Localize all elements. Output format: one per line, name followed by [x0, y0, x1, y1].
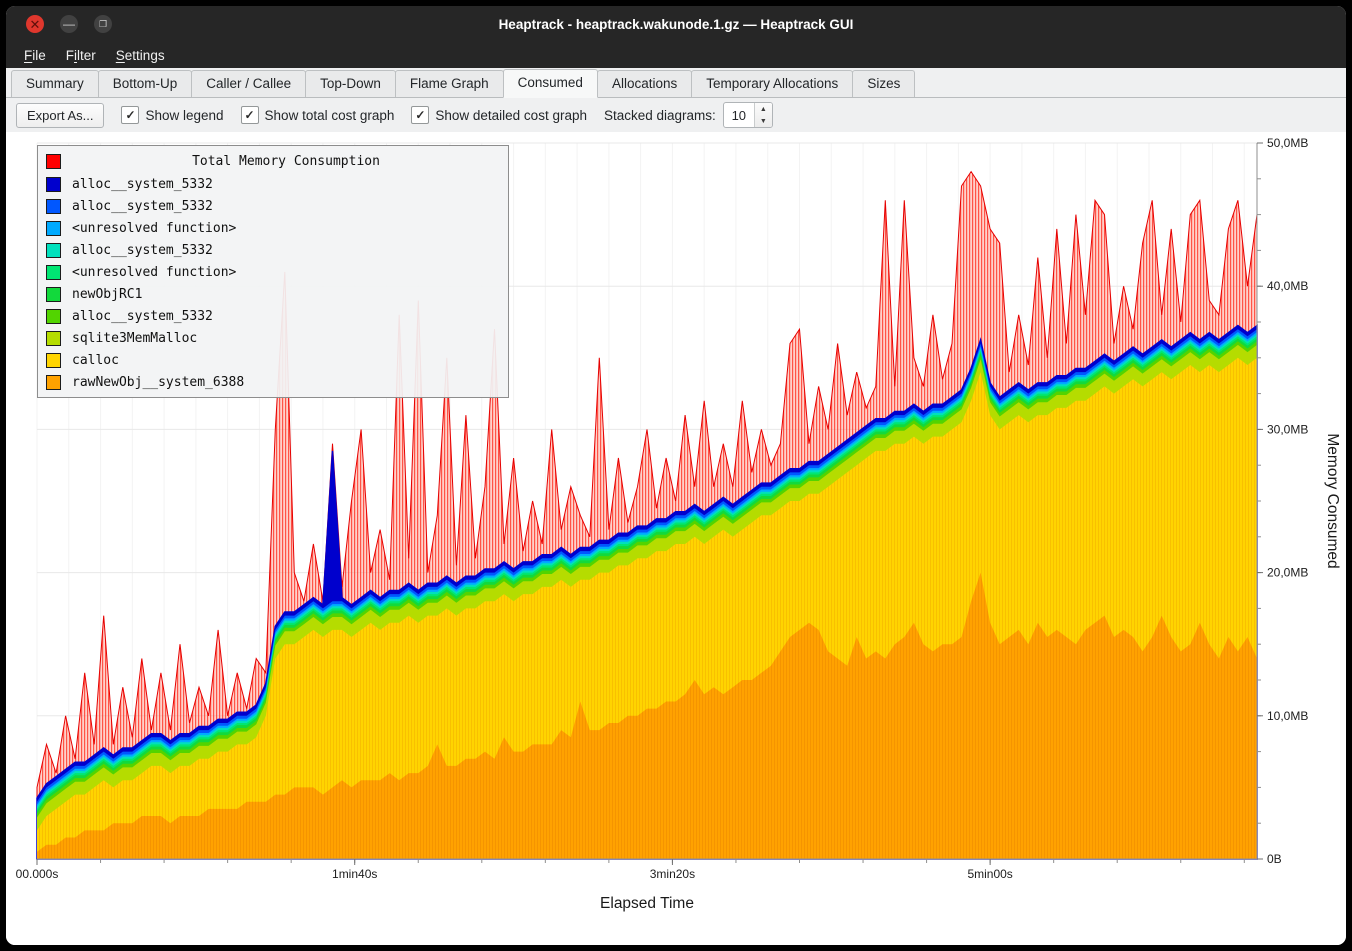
minimize-button[interactable]: —: [60, 15, 78, 33]
y-tick-label: 40,0MB: [1267, 279, 1308, 293]
show-legend-checkbox[interactable]: ✓ Show legend: [121, 106, 224, 124]
close-button[interactable]: ✕: [26, 15, 44, 33]
legend-item: alloc__system_5332: [38, 195, 508, 217]
y-tick-label: 10,0MB: [1267, 709, 1308, 723]
export-as-button[interactable]: Export As...: [16, 102, 105, 128]
series-rawnewobj: [37, 572, 1257, 859]
tab-summary[interactable]: Summary: [11, 70, 99, 97]
legend-swatch: [46, 220, 61, 236]
legend-item: alloc__system_5332: [38, 173, 508, 195]
legend-swatch: [46, 153, 61, 169]
legend-item: <unresolved function>: [38, 261, 508, 283]
legend-item: sqlite3MemMalloc: [38, 327, 508, 349]
legend-swatch: [46, 286, 61, 302]
legend-swatch: [46, 330, 61, 346]
checkmark-icon: ✓: [121, 106, 140, 124]
menu-filter[interactable]: Filter: [65, 47, 96, 63]
y-tick-label: 20,0MB: [1267, 566, 1308, 580]
y-tick-label: 30,0MB: [1267, 422, 1308, 436]
legend-item: rawNewObj__system_6388: [38, 371, 508, 393]
stacked-diagrams-spinbox[interactable]: 10 ▲ ▼: [722, 102, 773, 128]
legend-item: calloc: [38, 349, 508, 371]
stacked-diagrams-value: 10: [731, 107, 747, 123]
legend-label: alloc__system_5332: [72, 308, 213, 324]
spinner-buttons: ▲ ▼: [753, 103, 772, 127]
titlebar: ✕ — ❐ Heaptrack - heaptrack.wakunode.1.g…: [6, 6, 1346, 42]
tab-bottom-up[interactable]: Bottom-Up: [97, 70, 193, 97]
legend-label: <unresolved function>: [72, 220, 237, 236]
y-tick-label: 50,0MB: [1267, 136, 1308, 150]
x-tick-label: 3min20s: [650, 867, 695, 881]
y-axis-title: Memory Consumed: [1324, 433, 1341, 568]
legend-label: newObjRC1: [72, 286, 143, 302]
memory-consumption-chart[interactable]: 00.000s 1min40s 3min20s 5min00s 0B 10,0MB 20,0…: [6, 132, 1344, 945]
tab-sizes[interactable]: Sizes: [852, 70, 916, 97]
tab-flame-graph[interactable]: Flame Graph: [394, 70, 504, 97]
maximize-button[interactable]: ❐: [94, 15, 112, 33]
legend-swatch: [46, 198, 61, 214]
menubar: File Filter Settings: [6, 42, 1346, 68]
chart-legend: Total Memory Consumption alloc__system_53…: [37, 145, 509, 398]
legend-item: alloc__system_5332: [38, 305, 508, 327]
menu-file[interactable]: File: [24, 47, 46, 63]
legend-swatch: [46, 176, 61, 192]
legend-title: Total Memory Consumption: [192, 153, 380, 169]
tab-allocations[interactable]: Allocations: [596, 70, 693, 97]
checkbox-label: Show total cost graph: [264, 107, 395, 123]
spin-up-icon[interactable]: ▲: [759, 105, 767, 113]
checkbox-label: Show legend: [145, 107, 224, 123]
checkbox-label: Show detailed cost graph: [435, 107, 587, 123]
legend-label: sqlite3MemMalloc: [72, 330, 198, 346]
chart-area[interactable]: 00.000s 1min40s 3min20s 5min00s 0B 10,0MB 20,0…: [6, 132, 1346, 945]
menu-settings[interactable]: Settings: [115, 47, 165, 63]
legend-label: alloc__system_5332: [72, 242, 213, 258]
show-total-cost-graph-checkbox[interactable]: ✓ Show total cost graph: [240, 106, 395, 124]
legend-label: <unresolved function>: [72, 264, 237, 280]
legend-label: calloc: [72, 352, 119, 368]
tab-top-down[interactable]: Top-Down: [305, 70, 396, 97]
app-window: ✕ — ❐ Heaptrack - heaptrack.wakunode.1.g…: [6, 6, 1346, 945]
window-title: Heaptrack - heaptrack.wakunode.1.gz — He…: [498, 16, 854, 32]
legend-label: alloc__system_5332: [72, 198, 213, 214]
toolbar: Export As... ✓ Show legend ✓ Show total cos…: [6, 98, 1346, 132]
tab-consumed[interactable]: Consumed: [502, 69, 598, 98]
legend-swatch: [46, 308, 61, 324]
stacked-diagrams-label: Stacked diagrams:: [603, 107, 716, 123]
tab-temporary-allocations[interactable]: Temporary Allocations: [691, 70, 854, 97]
legend-swatch: [46, 352, 61, 368]
legend-item: <unresolved function>: [38, 217, 508, 239]
checkmark-icon: ✓: [411, 106, 430, 124]
checkmark-icon: ✓: [240, 106, 259, 124]
x-axis-title: Elapsed Time: [600, 895, 694, 912]
y-tick-label: 0B: [1267, 852, 1282, 866]
tab-bar: Summary Bottom-Up Caller / Callee Top-Down F…: [6, 68, 1346, 98]
tab-caller-callee[interactable]: Caller / Callee: [191, 70, 307, 97]
stacked-diagrams-control: Stacked diagrams: 10 ▲ ▼: [604, 102, 773, 128]
x-tick-label: 00.000s: [16, 867, 59, 881]
show-detailed-cost-graph-checkbox[interactable]: ✓ Show detailed cost graph: [411, 106, 587, 124]
legend-swatch: [46, 374, 61, 390]
legend-swatch: [46, 242, 61, 258]
x-tick-label: 1min40s: [332, 867, 377, 881]
legend-title-row: Total Memory Consumption: [38, 149, 508, 173]
legend-item: newObjRC1: [38, 283, 508, 305]
legend-item: alloc__system_5332: [38, 239, 508, 261]
spin-down-icon[interactable]: ▼: [759, 117, 767, 125]
legend-label: rawNewObj__system_6388: [72, 374, 245, 390]
x-tick-label: 5min00s: [967, 867, 1012, 881]
legend-label: alloc__system_5332: [72, 176, 213, 192]
legend-swatch: [46, 264, 61, 280]
checkbox-group: ✓ Show legend ✓ Show total cost graph ✓ Show …: [121, 106, 587, 124]
